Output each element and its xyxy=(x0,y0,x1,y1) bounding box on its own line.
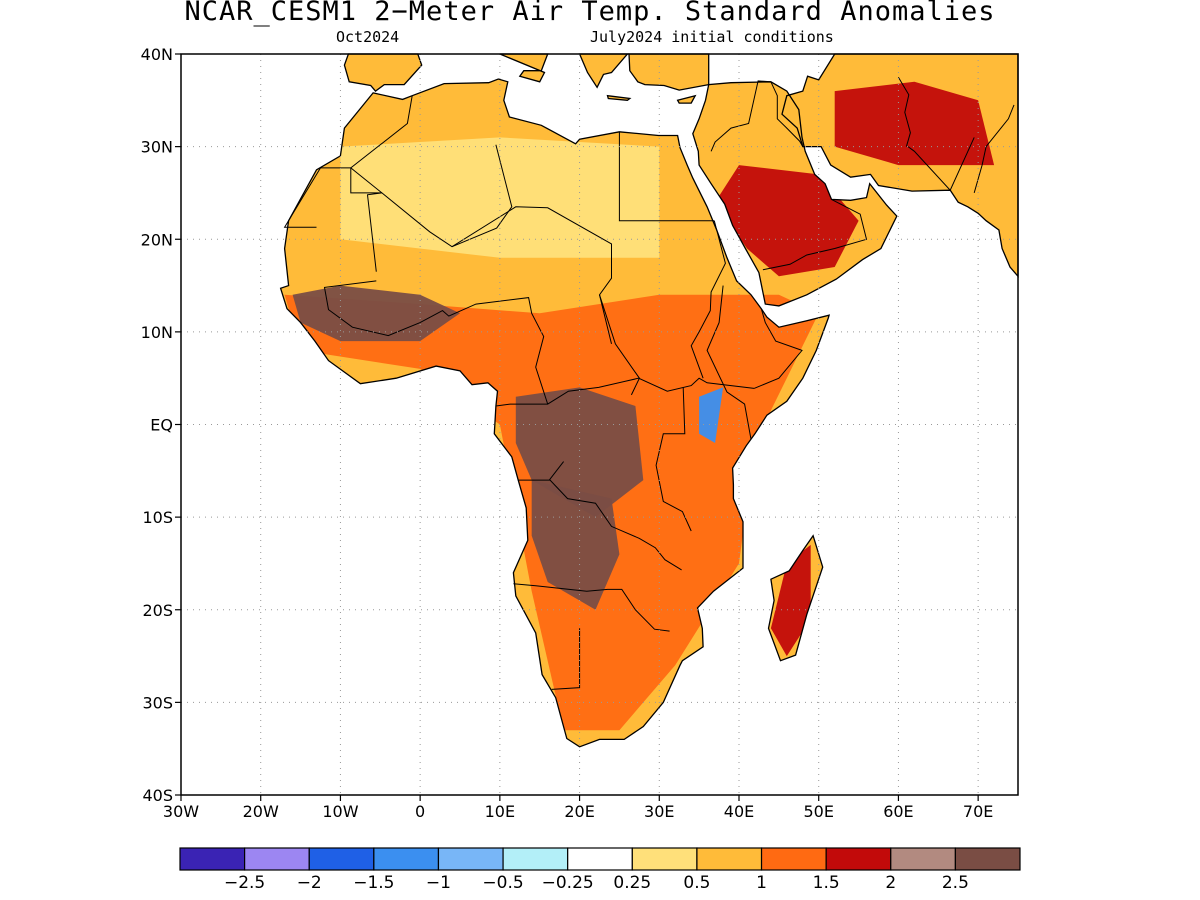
colorbar-label: 0.25 xyxy=(613,873,651,893)
coastline-8 xyxy=(606,94,632,101)
country-border-1 xyxy=(323,280,549,405)
colorbar-swatch xyxy=(437,847,504,871)
lon-tick-label: 10E xyxy=(485,802,515,821)
lon-tick-label: 10W xyxy=(322,802,358,821)
land-base-9 xyxy=(677,95,696,104)
lon-tick-label: 30E xyxy=(644,802,674,821)
anomaly-region-north-africa-warm xyxy=(340,137,660,258)
lon-tick-label: 30W xyxy=(163,802,199,821)
country-border-4 xyxy=(513,583,670,632)
country-border-16 xyxy=(710,80,771,152)
lat-tick-label: 20S xyxy=(142,601,173,620)
colorbar-label: −0.25 xyxy=(542,873,594,893)
colorbar-swatch xyxy=(308,847,375,871)
lon-tick-label: 60E xyxy=(883,802,913,821)
country-border-9 xyxy=(706,285,752,440)
anomaly-region-iran-warm xyxy=(834,81,995,166)
country-border-19 xyxy=(897,76,911,147)
country-border-20 xyxy=(907,137,975,192)
coastline-9 xyxy=(676,94,697,104)
colorbar-swatch xyxy=(244,847,310,871)
forecast-month: Oct2024 xyxy=(336,28,400,46)
colorbar-label: −0.5 xyxy=(482,873,523,893)
land-base-5 xyxy=(499,54,548,82)
coastline-3 xyxy=(767,534,824,662)
coastline-7 xyxy=(628,53,710,91)
chart-title: NCAR_CESM1 2−Meter Air Temp. Standard An… xyxy=(184,0,996,27)
lon-tick-label: 20E xyxy=(564,802,594,821)
anomaly-region-sahel-strong xyxy=(292,285,460,342)
colorbar-swatch xyxy=(502,847,569,871)
colorbar-swatch xyxy=(179,847,246,871)
lon-tick-label: 40E xyxy=(724,802,754,821)
coastline-5 xyxy=(499,53,549,83)
country-border-14 xyxy=(599,294,640,396)
lon-tick-label: 0 xyxy=(415,802,425,821)
colorbar-label: −1 xyxy=(426,873,451,893)
colorbar-label: −2.5 xyxy=(224,873,265,893)
coastline-2 xyxy=(781,53,1019,279)
colorbar-swatch xyxy=(631,847,698,871)
coastline-1 xyxy=(692,81,898,307)
colorbar-label: −2 xyxy=(297,873,322,893)
lon-tick-label: 70E xyxy=(963,802,993,821)
lon-tick-label: 20W xyxy=(243,802,279,821)
country-border-2 xyxy=(495,377,755,407)
lat-tick-label: 20N xyxy=(141,230,173,249)
colorbar-swatch xyxy=(954,847,1021,871)
country-border-17 xyxy=(762,198,868,271)
colorbar-swatch xyxy=(760,847,827,871)
coastline-0 xyxy=(279,78,831,748)
colorbar: −2.5 −2 −1.5 −1 −0.5 −0.25 0.25 0.5 1 1.5 2 2.5 xyxy=(179,847,1021,893)
country-border-6 xyxy=(618,131,715,222)
colorbar-swatch xyxy=(373,847,440,871)
land-base-4 xyxy=(344,54,422,92)
lat-tick-label: EQ xyxy=(150,416,173,435)
anomaly-region-angola-strong xyxy=(531,480,620,610)
colorbar-swatch xyxy=(890,847,956,871)
anomaly-region-madagascar-warm xyxy=(770,544,811,657)
country-border-13 xyxy=(690,220,726,379)
colorbar-label: 0.5 xyxy=(683,873,710,893)
colorbar-label: 2.5 xyxy=(942,873,969,893)
land-base-7 xyxy=(629,54,709,91)
country-border-11 xyxy=(283,167,382,272)
colorbar-swatch xyxy=(567,847,633,871)
colorbar-swatch xyxy=(825,847,892,871)
lat-tick-label: 10S xyxy=(142,508,173,527)
colorbar-label: 1 xyxy=(756,873,767,893)
coastline-layer xyxy=(279,53,1019,748)
country-border-8 xyxy=(655,387,692,532)
colorbar-swatch xyxy=(696,847,763,871)
lon-tick-label: 50E xyxy=(803,802,833,821)
lat-tick-label: 40S xyxy=(142,786,173,805)
country-border-5 xyxy=(551,628,581,690)
lat-tick-label: 30N xyxy=(141,138,173,157)
country-border-15 xyxy=(548,461,564,481)
lat-tick-label: 30S xyxy=(142,693,173,712)
colorbar-label: 1.5 xyxy=(813,873,840,893)
country-border-0 xyxy=(350,167,612,345)
anomaly-region-arabia-warm xyxy=(715,165,859,277)
country-border-3 xyxy=(518,479,682,571)
country-border-10 xyxy=(753,308,803,389)
country-border-18 xyxy=(770,81,804,147)
anomaly-region-east-africa-cool xyxy=(699,387,724,443)
initial-conditions: July2024 initial conditions xyxy=(590,28,834,46)
colorbar-label: −1.5 xyxy=(353,873,394,893)
country-border-12 xyxy=(350,95,413,169)
land-base-6 xyxy=(579,54,628,88)
lat-tick-label: 40N xyxy=(141,45,173,64)
country-border-21 xyxy=(973,104,1015,194)
colorbar-label: 2 xyxy=(885,873,896,893)
anomaly-fill-layer xyxy=(284,81,995,731)
country-border-7 xyxy=(451,144,513,248)
lat-tick-label: 10N xyxy=(141,323,173,342)
